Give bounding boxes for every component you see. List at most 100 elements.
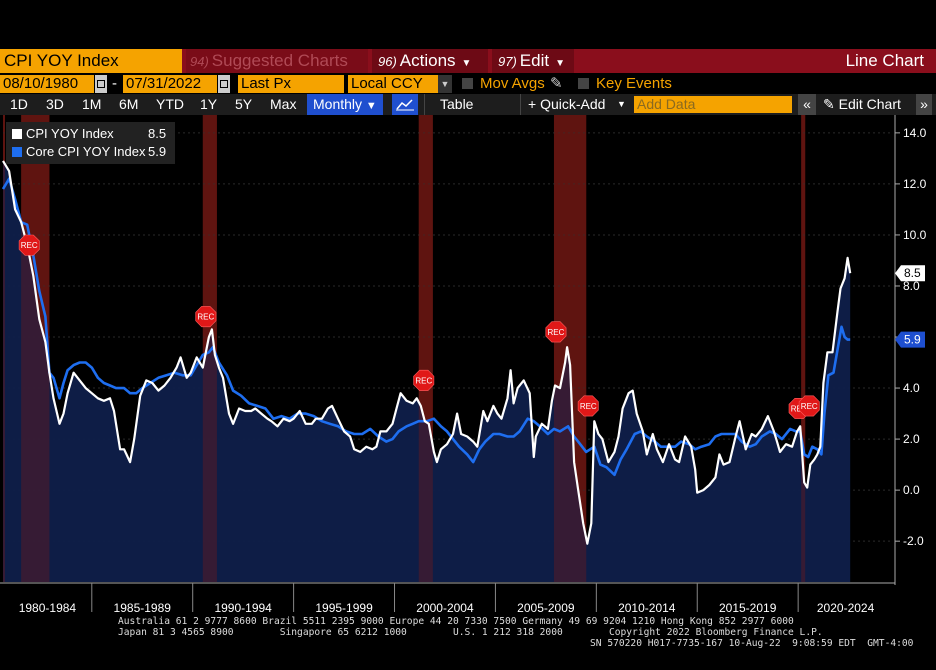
period-1d[interactable]: 1D: [10, 96, 28, 112]
price-field-select[interactable]: Last Px: [238, 75, 344, 93]
actions-number: 96): [378, 54, 397, 69]
suggested-charts-button[interactable]: 94) Suggested Charts: [186, 49, 368, 73]
mov-avgs-checkbox[interactable]: [462, 78, 473, 89]
legend-value-cpi: 8.5: [148, 126, 167, 141]
recession-marker: [577, 395, 599, 417]
last-value-tag: [895, 331, 925, 348]
cpi-line-chart[interactable]: RECRECRECRECRECRECREC 14.012.010.08.06.0…: [0, 115, 936, 612]
y-tick-label: 14.0: [903, 126, 927, 140]
recession-marker-label: REC: [197, 313, 214, 322]
actions-menu[interactable]: 96) Actions ▼: [372, 49, 488, 73]
x-tick-label: 1995-1999: [315, 601, 373, 612]
add-data-input[interactable]: Add Data: [634, 96, 792, 113]
recession-band: [801, 115, 806, 582]
x-tick-label: 2015-2019: [719, 601, 777, 612]
mov-avgs-label[interactable]: Mov Avgs: [480, 75, 545, 92]
legend-item-core-cpi[interactable]: Core CPI YOY Index: [12, 144, 145, 159]
x-tick-label: 1980-1984: [19, 601, 77, 612]
y-tick-label: 4.0: [903, 381, 920, 395]
legend-label-cpi: CPI YOY Index: [26, 126, 114, 141]
period-3d[interactable]: 3D: [46, 96, 64, 112]
line-chart-icon[interactable]: [392, 94, 418, 115]
y-tick-label: 8.0: [903, 279, 920, 293]
start-date-field[interactable]: 08/10/1980: [0, 75, 94, 93]
chart-legend: CPI YOY Index 8.5 Core CPI YOY Index 5.9: [6, 122, 175, 164]
recession-marker-label: REC: [548, 328, 565, 337]
frequency-select[interactable]: Monthly ▼: [307, 94, 383, 115]
period-1y[interactable]: 1Y: [200, 96, 218, 112]
y-tick-label: 0.0: [903, 483, 920, 497]
caret-down-icon: ▼: [461, 58, 472, 69]
footer-line-1: Australia 61 2 9777 8600 Brazil 5511 239…: [118, 616, 794, 627]
pencil-icon[interactable]: ✎: [550, 75, 563, 92]
calendar-icon[interactable]: [218, 75, 230, 93]
cpi-area-fill: [3, 160, 851, 582]
recession-marker: [195, 306, 217, 328]
period-6m[interactable]: 6M: [119, 96, 139, 112]
suggested-label: Suggested Charts: [211, 51, 348, 70]
legend-label-core: Core CPI YOY Index: [26, 144, 146, 159]
end-date-field[interactable]: 07/31/2022: [123, 75, 217, 93]
x-tick-label: 1985-1989: [114, 601, 172, 612]
caret-down-icon[interactable]: ▼: [617, 99, 626, 109]
recession-band-overlay: [202, 115, 217, 582]
recession-marker: [18, 234, 40, 256]
header-bar: CPI YOY Index 94) Suggested Charts 96) Act…: [0, 49, 936, 73]
last-value-tag: [895, 265, 925, 282]
key-events-label[interactable]: Key Events: [596, 75, 672, 92]
x-tick-label: 2020-2024: [817, 601, 875, 612]
recession-band-overlay: [418, 115, 433, 582]
last-value-label: 5.9: [904, 333, 921, 347]
period-1m[interactable]: 1M: [82, 96, 102, 112]
footer-line-2: Japan 81 3 4565 8900 Singapore 65 6212 1…: [118, 627, 823, 638]
legend-swatch-cpi: [12, 129, 22, 139]
x-tick-label: 2010-2014: [618, 601, 676, 612]
dropdown-arrow-icon[interactable]: ▼: [438, 75, 452, 93]
currency-select[interactable]: Local CCY: [348, 75, 438, 93]
caret-down-icon: ▼: [365, 100, 377, 112]
footer-line-3: SN 570220 H017-7735-167 10-Aug-22 9:08:5…: [590, 638, 914, 649]
legend-value-core: 5.9: [148, 144, 167, 159]
frequency-label: Monthly: [313, 96, 363, 112]
x-tick-label: 2005-2009: [517, 601, 575, 612]
key-events-checkbox[interactable]: [578, 78, 589, 89]
legend-swatch-core: [12, 147, 22, 157]
security-title[interactable]: CPI YOY Index: [0, 49, 182, 73]
recession-band-overlay: [3, 115, 5, 582]
edit-number: 97): [498, 54, 517, 69]
edit-chart-label: Edit Chart: [838, 96, 901, 112]
legend-item-cpi[interactable]: CPI YOY Index: [12, 126, 114, 141]
recession-marker: [798, 395, 820, 417]
x-tick-label: 1990-1994: [214, 601, 272, 612]
date-separator: -: [112, 75, 117, 92]
chart-type-label: Line Chart: [845, 51, 924, 70]
calendar-icon[interactable]: [95, 75, 107, 93]
recession-band-overlay: [21, 115, 50, 582]
toolbar: 1D 3D 1M 6M YTD 1Y 5Y Max Monthly ▼ Tabl…: [0, 94, 936, 115]
suggested-number: 94): [190, 54, 209, 69]
recession-marker-label: REC: [415, 376, 432, 385]
y-tick-label: 2.0: [903, 432, 920, 446]
y-tick-label: 12.0: [903, 177, 927, 191]
edit-menu[interactable]: 97) Edit ▼: [492, 49, 574, 73]
period-5y[interactable]: 5Y: [235, 96, 253, 112]
collapse-icon[interactable]: «: [798, 94, 816, 115]
recession-marker-label: REC: [801, 402, 818, 411]
expand-icon[interactable]: »: [916, 94, 932, 115]
y-tick-label: 10.0: [903, 228, 927, 242]
recession-band-overlay: [801, 115, 806, 582]
recession-marker: [413, 369, 435, 391]
toolbar-divider: [520, 94, 521, 115]
edit-chart-button[interactable]: ✎ Edit Chart: [823, 94, 901, 115]
actions-label: Actions: [399, 51, 456, 70]
recession-marker: [545, 321, 567, 343]
footer-contacts: Australia 61 2 9777 8600 Brazil 5511 239…: [0, 612, 936, 670]
recession-marker-label: REC: [21, 241, 38, 250]
core-cpi-line: [1, 177, 851, 477]
quick-add-button[interactable]: + Quick-Add: [528, 96, 606, 112]
cpi-line: [2, 160, 852, 545]
period-max[interactable]: Max: [270, 96, 297, 112]
period-ytd[interactable]: YTD: [156, 96, 184, 112]
pencil-icon: ✎: [823, 96, 835, 112]
table-button[interactable]: Table: [440, 96, 474, 112]
